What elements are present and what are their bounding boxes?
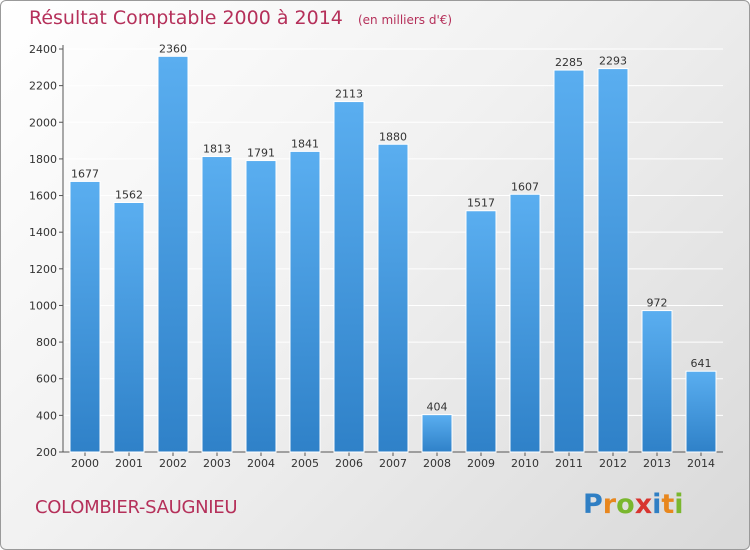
- chart-subtitle: (en milliers d'€): [357, 13, 453, 27]
- commune-name: COLOMBIER-SAUGNIEU: [35, 497, 238, 518]
- y-tick-label: 600: [36, 373, 57, 386]
- y-tick-label: 200: [36, 446, 57, 459]
- proxiti-logo[interactable]: Proxiti: [583, 489, 684, 520]
- x-tick-label: 2001: [115, 457, 143, 470]
- data-label: 1517: [467, 197, 495, 210]
- logo-letter: P: [583, 489, 603, 520]
- x-tick-label: 2009: [467, 457, 495, 470]
- y-tick-label: 1600: [29, 190, 57, 203]
- y-tick-label: 2000: [29, 116, 57, 129]
- x-tick-label: 2014: [687, 457, 715, 470]
- bar: [113, 202, 145, 453]
- bar: [597, 68, 629, 453]
- bar: [245, 160, 277, 453]
- x-tick-label: 2008: [423, 457, 451, 470]
- x-tick-label: 2004: [247, 457, 275, 470]
- y-tick-labels: 200 400 600 800 1000 1200 1400 1600 1800 2000 2200…: [29, 43, 57, 459]
- y-tick-label: 400: [36, 409, 57, 422]
- x-tick-label: 2005: [291, 457, 319, 470]
- data-label: 2285: [555, 56, 583, 69]
- y-tick-label: 1800: [29, 153, 57, 166]
- bar: [377, 143, 409, 453]
- data-labels: 1677 1562 2360 1813 1791 1841 2113 1880 404 1517 1…: [71, 42, 712, 413]
- bar: [553, 69, 585, 453]
- logo-letter: i: [652, 489, 662, 520]
- data-label: 2293: [599, 55, 627, 68]
- bars: [69, 55, 717, 453]
- data-label: 641: [691, 357, 712, 370]
- bar: [69, 180, 101, 453]
- bar: [333, 101, 365, 453]
- logo-letter: i: [674, 489, 684, 520]
- x-tick-label: 2011: [555, 457, 583, 470]
- x-tick-label: 2000: [71, 457, 99, 470]
- chart-title: Résultat Comptable 2000 à 2014: [29, 7, 343, 29]
- x-tick-labels: 2000 2001 2002 2003 2004 2005 2006 2007 2008 2009…: [71, 457, 715, 470]
- data-label: 404: [427, 401, 448, 414]
- bar: [289, 150, 321, 453]
- logo-letter: r: [602, 489, 617, 520]
- x-tick-label: 2013: [643, 457, 671, 470]
- y-tick-label: 1200: [29, 263, 57, 276]
- bar: [201, 156, 233, 453]
- data-label: 1813: [203, 143, 231, 156]
- x-tick-label: 2003: [203, 457, 231, 470]
- logo-letter: t: [661, 489, 675, 520]
- y-tick-label: 1000: [29, 299, 57, 312]
- y-tick-label: 2400: [29, 43, 57, 56]
- bar: [465, 210, 497, 453]
- y-tick-label: 1400: [29, 226, 57, 239]
- y-tick-label: 2200: [29, 80, 57, 93]
- bar: [157, 55, 189, 453]
- logo-letter: o: [616, 489, 635, 520]
- bar: [641, 310, 673, 453]
- data-label: 1607: [511, 180, 539, 193]
- bar: [509, 193, 541, 453]
- data-label: 2360: [159, 42, 187, 55]
- logo-letter: x: [634, 489, 653, 520]
- data-label: 2113: [335, 88, 363, 101]
- data-label: 1841: [291, 137, 319, 150]
- data-label: 1880: [379, 130, 407, 143]
- x-tick-label: 2007: [379, 457, 407, 470]
- data-label: 1562: [115, 189, 143, 202]
- x-tick-label: 2006: [335, 457, 363, 470]
- data-label: 1677: [71, 167, 99, 180]
- y-tick-label: 800: [36, 336, 57, 349]
- bar: [421, 414, 453, 453]
- x-tick-label: 2012: [599, 457, 627, 470]
- bar: [685, 370, 717, 453]
- title-row: Résultat Comptable 2000 à 2014 (en milli…: [29, 7, 452, 29]
- x-tick-label: 2010: [511, 457, 539, 470]
- data-label: 1791: [247, 147, 275, 160]
- x-tick-label: 2002: [159, 457, 187, 470]
- data-label: 972: [647, 297, 668, 310]
